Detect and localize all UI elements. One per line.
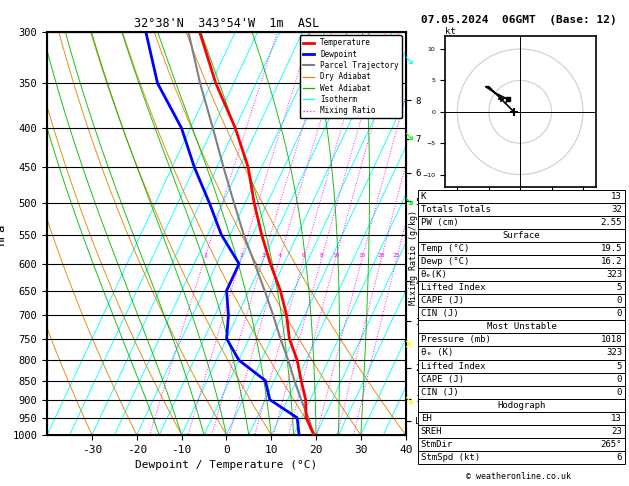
Text: CIN (J): CIN (J)	[421, 388, 459, 397]
Text: Dewp (°C): Dewp (°C)	[421, 257, 469, 266]
Text: 265°: 265°	[601, 440, 622, 449]
Text: Surface: Surface	[503, 231, 540, 240]
Text: Mixing Ratio (g/kg): Mixing Ratio (g/kg)	[409, 210, 418, 305]
Text: kt: kt	[445, 27, 455, 36]
Text: 2.55: 2.55	[601, 218, 622, 227]
Text: Most Unstable: Most Unstable	[486, 322, 557, 331]
Text: CIN (J): CIN (J)	[421, 309, 459, 318]
Title: 32°38'N  343°54'W  1m  ASL: 32°38'N 343°54'W 1m ASL	[134, 17, 319, 31]
Text: 3: 3	[262, 253, 265, 258]
Text: © weatheronline.co.uk: © weatheronline.co.uk	[467, 472, 571, 481]
Text: PW (cm): PW (cm)	[421, 218, 459, 227]
Text: 0: 0	[616, 375, 622, 383]
Text: Hodograph: Hodograph	[498, 401, 545, 410]
Text: 32: 32	[611, 205, 622, 214]
Text: StmSpd (kt): StmSpd (kt)	[421, 453, 480, 462]
Text: ↘: ↘	[404, 130, 414, 142]
Text: CAPE (J): CAPE (J)	[421, 296, 464, 305]
Text: ×: ×	[404, 339, 414, 351]
Text: Lifted Index: Lifted Index	[421, 362, 486, 370]
Text: 1: 1	[203, 253, 206, 258]
Text: 1018: 1018	[601, 335, 622, 345]
Text: EH: EH	[421, 414, 431, 423]
Text: 2: 2	[239, 253, 243, 258]
Y-axis label: km
ASL: km ASL	[435, 225, 456, 242]
Text: 4: 4	[278, 253, 282, 258]
Legend: Temperature, Dewpoint, Parcel Trajectory, Dry Adiabat, Wet Adiabat, Isotherm, Mi: Temperature, Dewpoint, Parcel Trajectory…	[299, 35, 402, 118]
Text: 13: 13	[611, 414, 622, 423]
Y-axis label: hPa: hPa	[0, 222, 7, 244]
Text: θₑ (K): θₑ (K)	[421, 348, 453, 358]
Text: 20: 20	[377, 253, 385, 258]
Text: 5: 5	[616, 362, 622, 370]
Text: Lifted Index: Lifted Index	[421, 283, 486, 292]
Text: θₑ(K): θₑ(K)	[421, 270, 448, 279]
Text: 0: 0	[616, 388, 622, 397]
Text: 5: 5	[616, 283, 622, 292]
Text: SREH: SREH	[421, 427, 442, 436]
Text: 19.5: 19.5	[601, 244, 622, 253]
Text: 0: 0	[616, 309, 622, 318]
Text: 323: 323	[606, 348, 622, 358]
Text: 13: 13	[611, 191, 622, 201]
Text: Temp (°C): Temp (°C)	[421, 244, 469, 253]
Text: K: K	[421, 191, 426, 201]
X-axis label: Dewpoint / Temperature (°C): Dewpoint / Temperature (°C)	[135, 460, 318, 470]
Text: ↘: ↘	[404, 54, 414, 67]
Text: 07.05.2024  06GMT  (Base: 12): 07.05.2024 06GMT (Base: 12)	[421, 16, 617, 25]
Text: StmDir: StmDir	[421, 440, 453, 449]
Text: 8: 8	[320, 253, 323, 258]
Text: 16.2: 16.2	[601, 257, 622, 266]
Text: 10: 10	[332, 253, 340, 258]
Text: 6: 6	[302, 253, 306, 258]
Text: 25: 25	[393, 253, 401, 258]
Text: 6: 6	[616, 453, 622, 462]
Text: 0: 0	[616, 296, 622, 305]
Text: Totals Totals: Totals Totals	[421, 205, 491, 214]
Text: ↘: ↘	[404, 395, 414, 407]
Text: ↘: ↘	[404, 195, 414, 208]
Text: CAPE (J): CAPE (J)	[421, 375, 464, 383]
Text: 323: 323	[606, 270, 622, 279]
Text: 23: 23	[611, 427, 622, 436]
Text: Pressure (mb): Pressure (mb)	[421, 335, 491, 345]
Text: 15: 15	[359, 253, 366, 258]
